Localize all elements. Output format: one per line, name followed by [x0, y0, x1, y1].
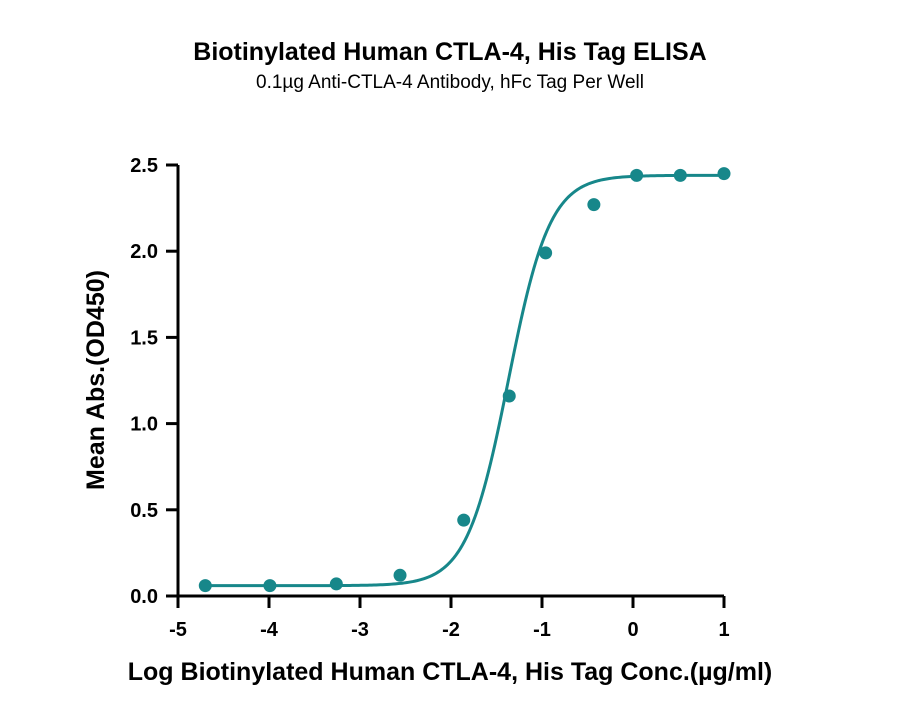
y-tick-label: 0.0 — [130, 586, 158, 608]
data-point — [502, 389, 516, 403]
data-point — [539, 246, 553, 260]
x-tick-label: -5 — [169, 619, 187, 641]
x-tick-label: -1 — [533, 619, 551, 641]
x-tick-label: 0 — [627, 619, 638, 641]
x-tick-label: -3 — [351, 619, 369, 641]
x-ticks: -5 -4 -3 -2 -1 0 1 — [169, 596, 730, 641]
data-point — [393, 568, 407, 582]
x-axis-title: Log Biotinylated Human CTLA-4, His Tag C… — [128, 658, 773, 686]
x-tick-label: -2 — [442, 619, 460, 641]
data-points — [198, 167, 731, 593]
chart-title: Biotinylated Human CTLA-4, His Tag ELISA — [193, 38, 707, 66]
y-tick-label: 1.5 — [130, 327, 158, 349]
y-tick-label: 1.0 — [130, 414, 158, 436]
x-tick-label: 1 — [718, 619, 729, 641]
y-tick-label: 2.0 — [130, 241, 158, 263]
data-point — [263, 579, 277, 593]
y-ticks: 0.0 0.5 1.0 1.5 2.0 2.5 — [130, 155, 178, 608]
data-point — [329, 577, 343, 591]
data-point — [673, 168, 687, 182]
y-tick-label: 2.5 — [130, 155, 158, 177]
y-tick-label: 0.5 — [130, 500, 158, 522]
y-axis-title: Mean Abs.(OD450) — [82, 270, 110, 490]
data-point — [587, 198, 601, 212]
data-point — [457, 513, 471, 527]
chart-subtitle: 0.1µg Anti-CTLA-4 Antibody, hFc Tag Per … — [256, 72, 644, 93]
data-point — [198, 579, 212, 593]
data-point — [630, 168, 644, 182]
data-point — [717, 167, 731, 181]
x-tick-label: -4 — [260, 619, 279, 641]
